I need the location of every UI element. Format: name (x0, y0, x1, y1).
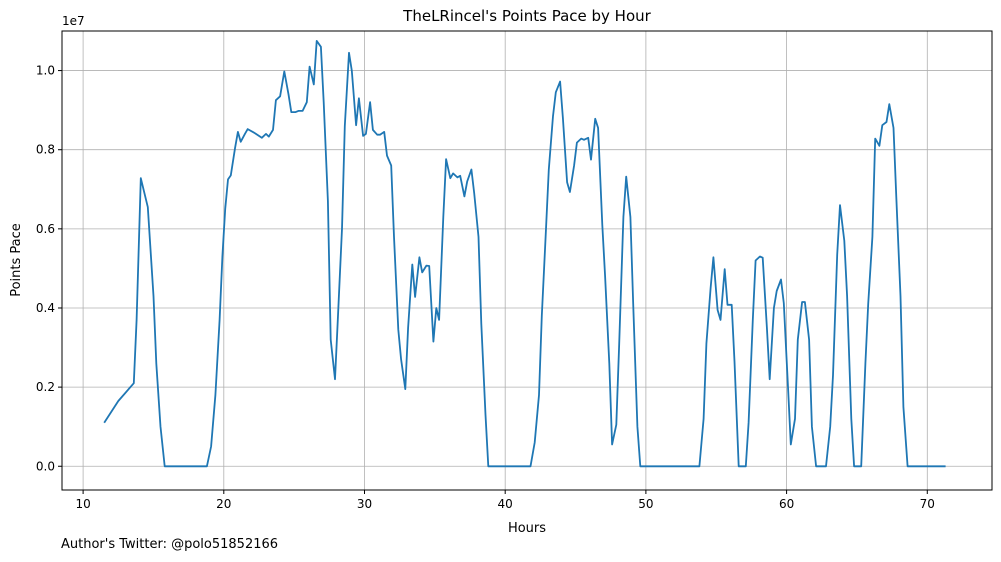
y-tick-label: 0.6 (36, 222, 55, 236)
x-tick-label: 60 (779, 497, 794, 511)
x-tick-label: 40 (498, 497, 513, 511)
x-tick-label: 70 (920, 497, 935, 511)
x-tick-label: 50 (638, 497, 653, 511)
x-axis-ticks: 10 20 30 40 50 60 70 (75, 490, 935, 511)
y-axis-offset-label: 1e7 (62, 14, 85, 28)
x-tick-label: 10 (75, 497, 90, 511)
y-tick-label: 0.0 (36, 459, 55, 473)
y-tick-label: 0.4 (36, 301, 55, 315)
y-tick-label: 1.0 (36, 64, 55, 78)
grid-lines (62, 31, 992, 490)
x-tick-label: 20 (216, 497, 231, 511)
plot-area-frame (61, 30, 993, 491)
series-line (103, 40, 946, 468)
y-axis-ticks: 0.0 0.2 0.4 0.6 0.8 1.0 (36, 64, 62, 473)
y-tick-label: 0.8 (36, 143, 55, 157)
x-axis-label: Hours (508, 521, 546, 536)
chart-title: TheLRincel's Points Pace by Hour (402, 7, 651, 25)
author-twitter-footer: Author's Twitter: @polo51852166 (61, 537, 279, 552)
y-axis-label: Points Pace (9, 223, 24, 297)
line-chart: 10 20 30 40 50 60 70 0.0 0.2 0.4 0.6 0.8 1.0 TheLRi… (9, 7, 993, 536)
y-tick-label: 0.2 (36, 380, 55, 394)
x-tick-label: 30 (357, 497, 372, 511)
